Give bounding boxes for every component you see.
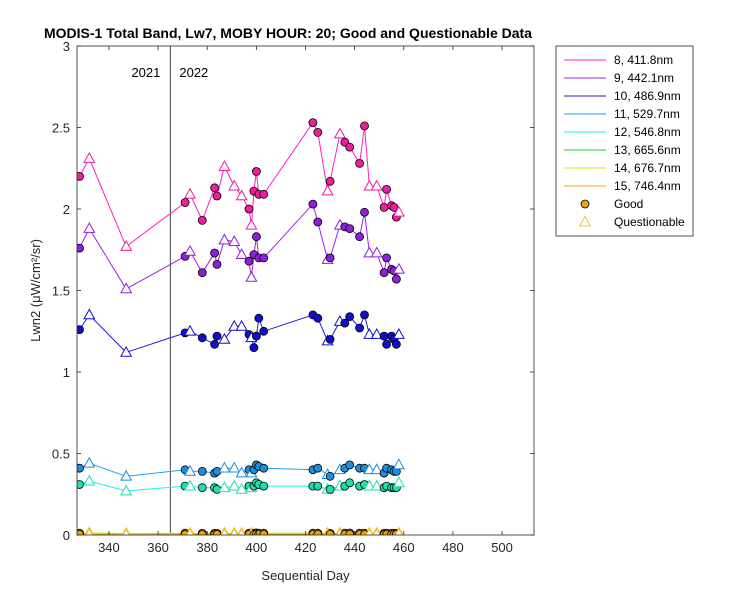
data-point-good — [392, 275, 400, 283]
data-point-good — [356, 233, 364, 241]
data-point-good — [356, 324, 364, 332]
data-point-good — [346, 313, 354, 321]
data-point-good — [326, 335, 334, 343]
data-point-good — [383, 340, 391, 348]
data-point-good — [213, 332, 221, 340]
y-tick-label: 3 — [63, 39, 70, 54]
data-point-good — [260, 464, 268, 472]
data-point-good — [380, 203, 388, 211]
x-tick-label: 460 — [393, 540, 415, 555]
data-point-good — [213, 260, 221, 268]
y-axis-label: Lwn2 (μW/cm²/sr) — [28, 239, 43, 342]
x-tick-label: 500 — [491, 540, 513, 555]
data-point-good — [211, 184, 219, 192]
legend-label: 15, 746.4nm — [614, 179, 681, 193]
year-label-right: 2022 — [179, 65, 208, 80]
legend-label: 11, 529.7nm — [614, 107, 680, 121]
y-tick-label: 2 — [63, 202, 70, 217]
year-label-left: 2021 — [131, 65, 160, 80]
data-point-good — [326, 485, 334, 493]
data-point-good — [245, 205, 253, 213]
data-point-good — [380, 332, 388, 340]
data-point-good — [346, 225, 354, 233]
data-point-good — [383, 185, 391, 193]
data-point-good — [346, 143, 354, 151]
data-point-good — [361, 311, 369, 319]
data-point-good — [326, 472, 334, 480]
chart-title: MODIS-1 Total Band, Lw7, MOBY HOUR: 20; … — [44, 25, 532, 41]
data-point-good — [392, 340, 400, 348]
data-point-good — [213, 485, 221, 493]
data-point-good — [198, 269, 206, 277]
data-point-good — [314, 464, 322, 472]
data-point-good — [356, 159, 364, 167]
legend-marker-good — [581, 200, 589, 208]
y-tick-label: 2.5 — [52, 121, 70, 136]
legend-label: 12, 546.8nm — [614, 125, 681, 139]
data-point-good — [198, 467, 206, 475]
data-point-good — [250, 344, 258, 352]
data-point-good — [346, 530, 354, 538]
data-point-good — [252, 168, 260, 176]
data-point-good — [211, 249, 219, 257]
data-point-good — [198, 334, 206, 342]
legend-label: Good — [614, 197, 643, 211]
y-tick-label: 1.5 — [52, 284, 70, 299]
data-point-good — [260, 531, 268, 539]
data-point-good — [211, 340, 219, 348]
y-tick-label: 1 — [63, 365, 70, 380]
data-point-good — [309, 119, 317, 127]
data-point-good — [213, 192, 221, 200]
data-point-good — [260, 327, 268, 335]
data-point-good — [383, 254, 391, 262]
data-point-good — [326, 531, 334, 539]
data-point-good — [181, 199, 189, 207]
data-point-good — [260, 482, 268, 490]
x-tick-label: 480 — [442, 540, 464, 555]
legend-label: Questionable — [614, 215, 685, 229]
data-point-good — [314, 482, 322, 490]
x-axis-label: Sequential Day — [261, 568, 350, 583]
legend-label: 10, 486.9nm — [614, 89, 681, 103]
data-point-good — [346, 461, 354, 469]
data-point-good — [255, 314, 263, 322]
data-point-good — [314, 314, 322, 322]
legend-label: 14, 676.7nm — [614, 161, 681, 175]
x-tick-label: 400 — [246, 540, 268, 555]
data-point-good — [198, 216, 206, 224]
data-point-good — [198, 531, 206, 539]
data-point-good — [314, 531, 322, 539]
data-point-good — [326, 254, 334, 262]
legend-label: 8, 411.8nm — [614, 53, 673, 67]
legend-label: 13, 665.6nm — [614, 143, 681, 157]
y-tick-label: 0 — [63, 528, 70, 543]
data-point-good — [213, 531, 221, 539]
data-point-good — [252, 233, 260, 241]
data-point-good — [198, 484, 206, 492]
data-point-good — [361, 122, 369, 130]
data-point-good — [380, 269, 388, 277]
data-point-good — [309, 200, 317, 208]
data-point-good — [361, 208, 369, 216]
x-tick-label: 360 — [147, 540, 169, 555]
x-tick-label: 420 — [295, 540, 317, 555]
legend-label: 9, 442.1nm — [614, 71, 674, 85]
x-tick-label: 340 — [98, 540, 120, 555]
x-tick-label: 380 — [196, 540, 218, 555]
data-point-good — [252, 332, 260, 340]
data-point-good — [314, 128, 322, 136]
data-point-good — [260, 190, 268, 198]
data-point-good — [326, 177, 334, 185]
x-tick-label: 440 — [344, 540, 366, 555]
plot-area — [77, 46, 534, 535]
data-point-good — [314, 218, 322, 226]
data-point-good — [260, 254, 268, 262]
data-point-good — [346, 479, 354, 487]
y-tick-label: 0.5 — [52, 447, 70, 462]
